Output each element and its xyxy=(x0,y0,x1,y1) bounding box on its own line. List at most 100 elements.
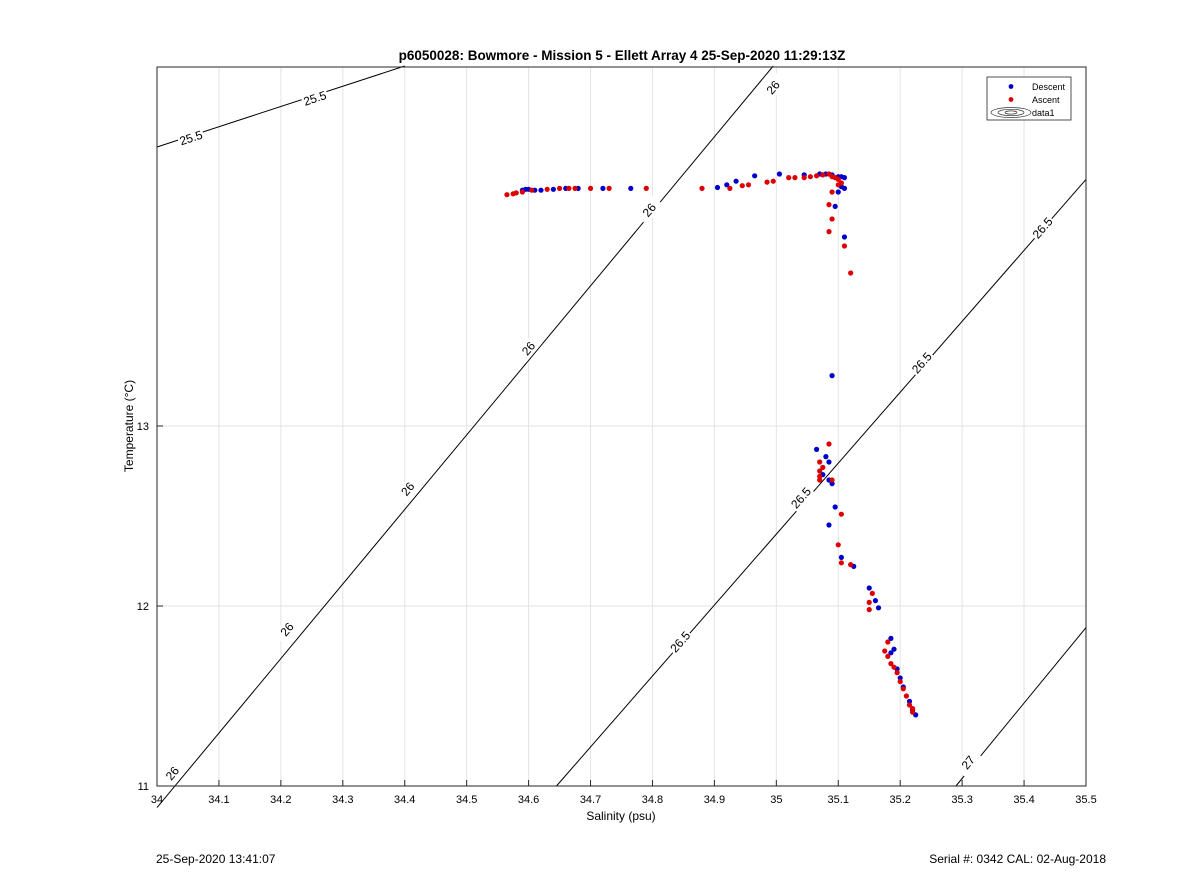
ascent-point xyxy=(504,192,510,198)
ascent-point xyxy=(764,179,770,185)
descent-point xyxy=(600,185,606,191)
x-tick-label: 34.5 xyxy=(456,794,477,806)
ascent-point xyxy=(826,229,832,235)
x-tick-label: 34.3 xyxy=(332,794,353,806)
y-tick-label: 12 xyxy=(137,601,149,613)
contour-label-bg xyxy=(273,614,301,644)
ascent-point xyxy=(848,562,854,568)
x-tick-label: 34.2 xyxy=(270,794,291,806)
ascent-point xyxy=(885,653,891,660)
descent-point xyxy=(891,646,897,652)
descent-point xyxy=(872,598,879,604)
x-tick-label: 35.1 xyxy=(828,794,849,806)
descent-point xyxy=(628,185,634,191)
descent-point xyxy=(776,171,783,177)
descent-point xyxy=(888,635,894,642)
ascent-point xyxy=(903,693,909,699)
ascent-point xyxy=(829,189,835,195)
legend-data1-label: data1 xyxy=(1032,108,1055,118)
contour-label-bg xyxy=(158,758,187,788)
ascent-point xyxy=(835,182,841,188)
x-tick-label: 35.4 xyxy=(1013,794,1034,806)
x-axis-ticks: 34 34.1 34.2 34.3 34.4 34.5 34.6 34.7 34.8 34.9 35… xyxy=(151,780,1097,806)
data-points xyxy=(504,171,919,718)
ascent-point xyxy=(813,173,820,179)
descent-point xyxy=(829,481,835,487)
ascent-point xyxy=(699,185,705,191)
ascent-point xyxy=(807,174,813,180)
ascent-point xyxy=(829,477,835,483)
y-axis-label: Temperature (°C) xyxy=(122,380,136,472)
contour-label-bg xyxy=(759,73,787,103)
y-tick-label: 11 xyxy=(138,781,149,793)
ascent-point xyxy=(817,468,823,474)
descent-point xyxy=(906,698,913,705)
ascent-point xyxy=(848,270,854,276)
legend-contour-icon xyxy=(990,107,1032,118)
descent-point xyxy=(714,184,721,191)
descent-point xyxy=(752,173,758,179)
descent-point xyxy=(829,373,835,379)
x-tick-label: 35.5 xyxy=(1075,794,1096,806)
x-tick-label: 34.4 xyxy=(394,794,415,806)
contour-label-bg xyxy=(954,748,982,778)
contour-label-bg xyxy=(1028,213,1057,243)
ascent-point xyxy=(838,511,844,517)
descent-point xyxy=(550,186,556,192)
ascent-point xyxy=(838,560,844,566)
ascent-point xyxy=(882,648,888,654)
ascent-point xyxy=(817,459,823,465)
ascent-point xyxy=(572,185,578,191)
contour-line-26 xyxy=(156,65,774,808)
ascent-point xyxy=(556,185,563,191)
ascent-point xyxy=(894,670,900,676)
x-tick-label: 35.3 xyxy=(951,794,972,806)
legend-descent-marker xyxy=(1008,84,1014,89)
y-tick-label: 13 xyxy=(137,421,149,433)
legend-descent-label: Descent xyxy=(1032,82,1066,92)
ascent-point xyxy=(900,686,906,692)
contour-label-bg xyxy=(176,127,206,149)
descent-point xyxy=(835,189,841,195)
ascent-point xyxy=(909,706,916,712)
x-tick-label: 35 xyxy=(770,794,782,806)
descent-point xyxy=(866,585,872,591)
descent-point xyxy=(841,185,848,191)
ascent-point xyxy=(817,473,823,479)
legend: Descent Ascent data1 xyxy=(986,76,1072,121)
ascent-point xyxy=(606,185,612,191)
ascent-point xyxy=(529,187,535,193)
footer-timestamp: 25-Sep-2020 13:41:07 xyxy=(156,852,276,866)
ascent-point xyxy=(745,182,752,188)
contour-label-bg xyxy=(908,348,936,378)
contour-label-bg xyxy=(514,334,543,364)
descent-point xyxy=(841,234,848,240)
ascent-point xyxy=(786,175,792,181)
descent-point xyxy=(823,454,829,460)
x-axis-label: Salinity (psu) xyxy=(586,809,655,823)
ascent-point xyxy=(820,172,826,178)
x-tick-label: 34.8 xyxy=(642,794,663,806)
ascent-point xyxy=(829,216,835,222)
ascent-point xyxy=(770,178,776,184)
descent-point xyxy=(832,203,838,209)
legend-ascent-marker xyxy=(1008,97,1014,102)
ascent-point xyxy=(897,679,903,685)
chart-title: p6050028: Bowmore - Mission 5 - Ellett A… xyxy=(399,48,846,63)
contour-label-bg xyxy=(666,627,695,657)
x-tick-label: 34.6 xyxy=(518,794,539,806)
descent-point xyxy=(897,675,903,681)
y-axis-ticks: 11 12 13 xyxy=(137,421,163,793)
ascent-point xyxy=(826,202,832,208)
ascent-point xyxy=(909,709,916,715)
ascent-point xyxy=(826,441,832,447)
contour-label-bg xyxy=(787,483,815,513)
ascent-point xyxy=(801,175,807,181)
ascent-point xyxy=(643,185,649,191)
ascent-point xyxy=(587,185,594,191)
x-tick-label: 35.2 xyxy=(889,794,910,806)
footer-serial-cal: Serial #: 0342 CAL: 02-Aug-2018 xyxy=(929,852,1106,866)
ascent-point xyxy=(739,183,745,189)
